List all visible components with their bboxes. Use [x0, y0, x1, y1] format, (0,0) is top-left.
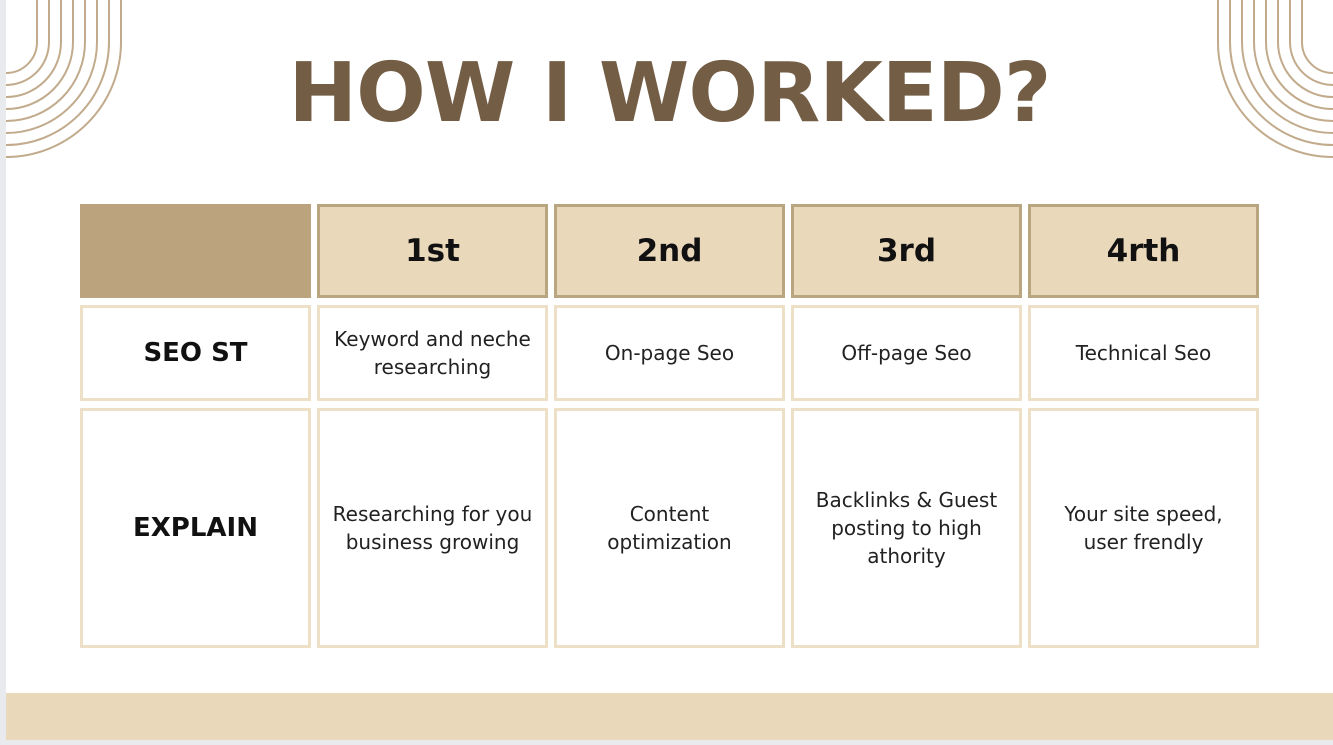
column-header-1st: 1st — [317, 204, 548, 298]
slide: HOW I WORKED? 1st 2nd 3rd 4rth SEO ST Ke… — [6, 0, 1333, 740]
table-cell: Technical Seo — [1028, 305, 1259, 401]
decorative-arcs-left — [6, 0, 122, 158]
table-cell: Content optimization — [554, 408, 785, 648]
table-cell: Your site speed, user frendly — [1028, 408, 1259, 648]
table-cell: Off-page Seo — [791, 305, 1022, 401]
footer-band — [6, 693, 1333, 740]
process-table: 1st 2nd 3rd 4rth SEO ST Keyword and nech… — [80, 204, 1259, 648]
table-cell: Researching for you business growing — [317, 408, 548, 648]
column-header-4rth: 4rth — [1028, 204, 1259, 298]
slide-title: HOW I WORKED? — [288, 46, 1052, 141]
column-header-3rd: 3rd — [791, 204, 1022, 298]
column-header-2nd: 2nd — [554, 204, 785, 298]
decorative-arcs-right — [1217, 0, 1333, 158]
row-header-seo-st: SEO ST — [80, 305, 311, 401]
table-cell: Backlinks & Guest posting to high athori… — [791, 408, 1022, 648]
table-cell: On-page Seo — [554, 305, 785, 401]
table-cell: Keyword and neche researching — [317, 305, 548, 401]
row-header-explain: EXPLAIN — [80, 408, 311, 648]
table-corner-cell — [80, 204, 311, 298]
